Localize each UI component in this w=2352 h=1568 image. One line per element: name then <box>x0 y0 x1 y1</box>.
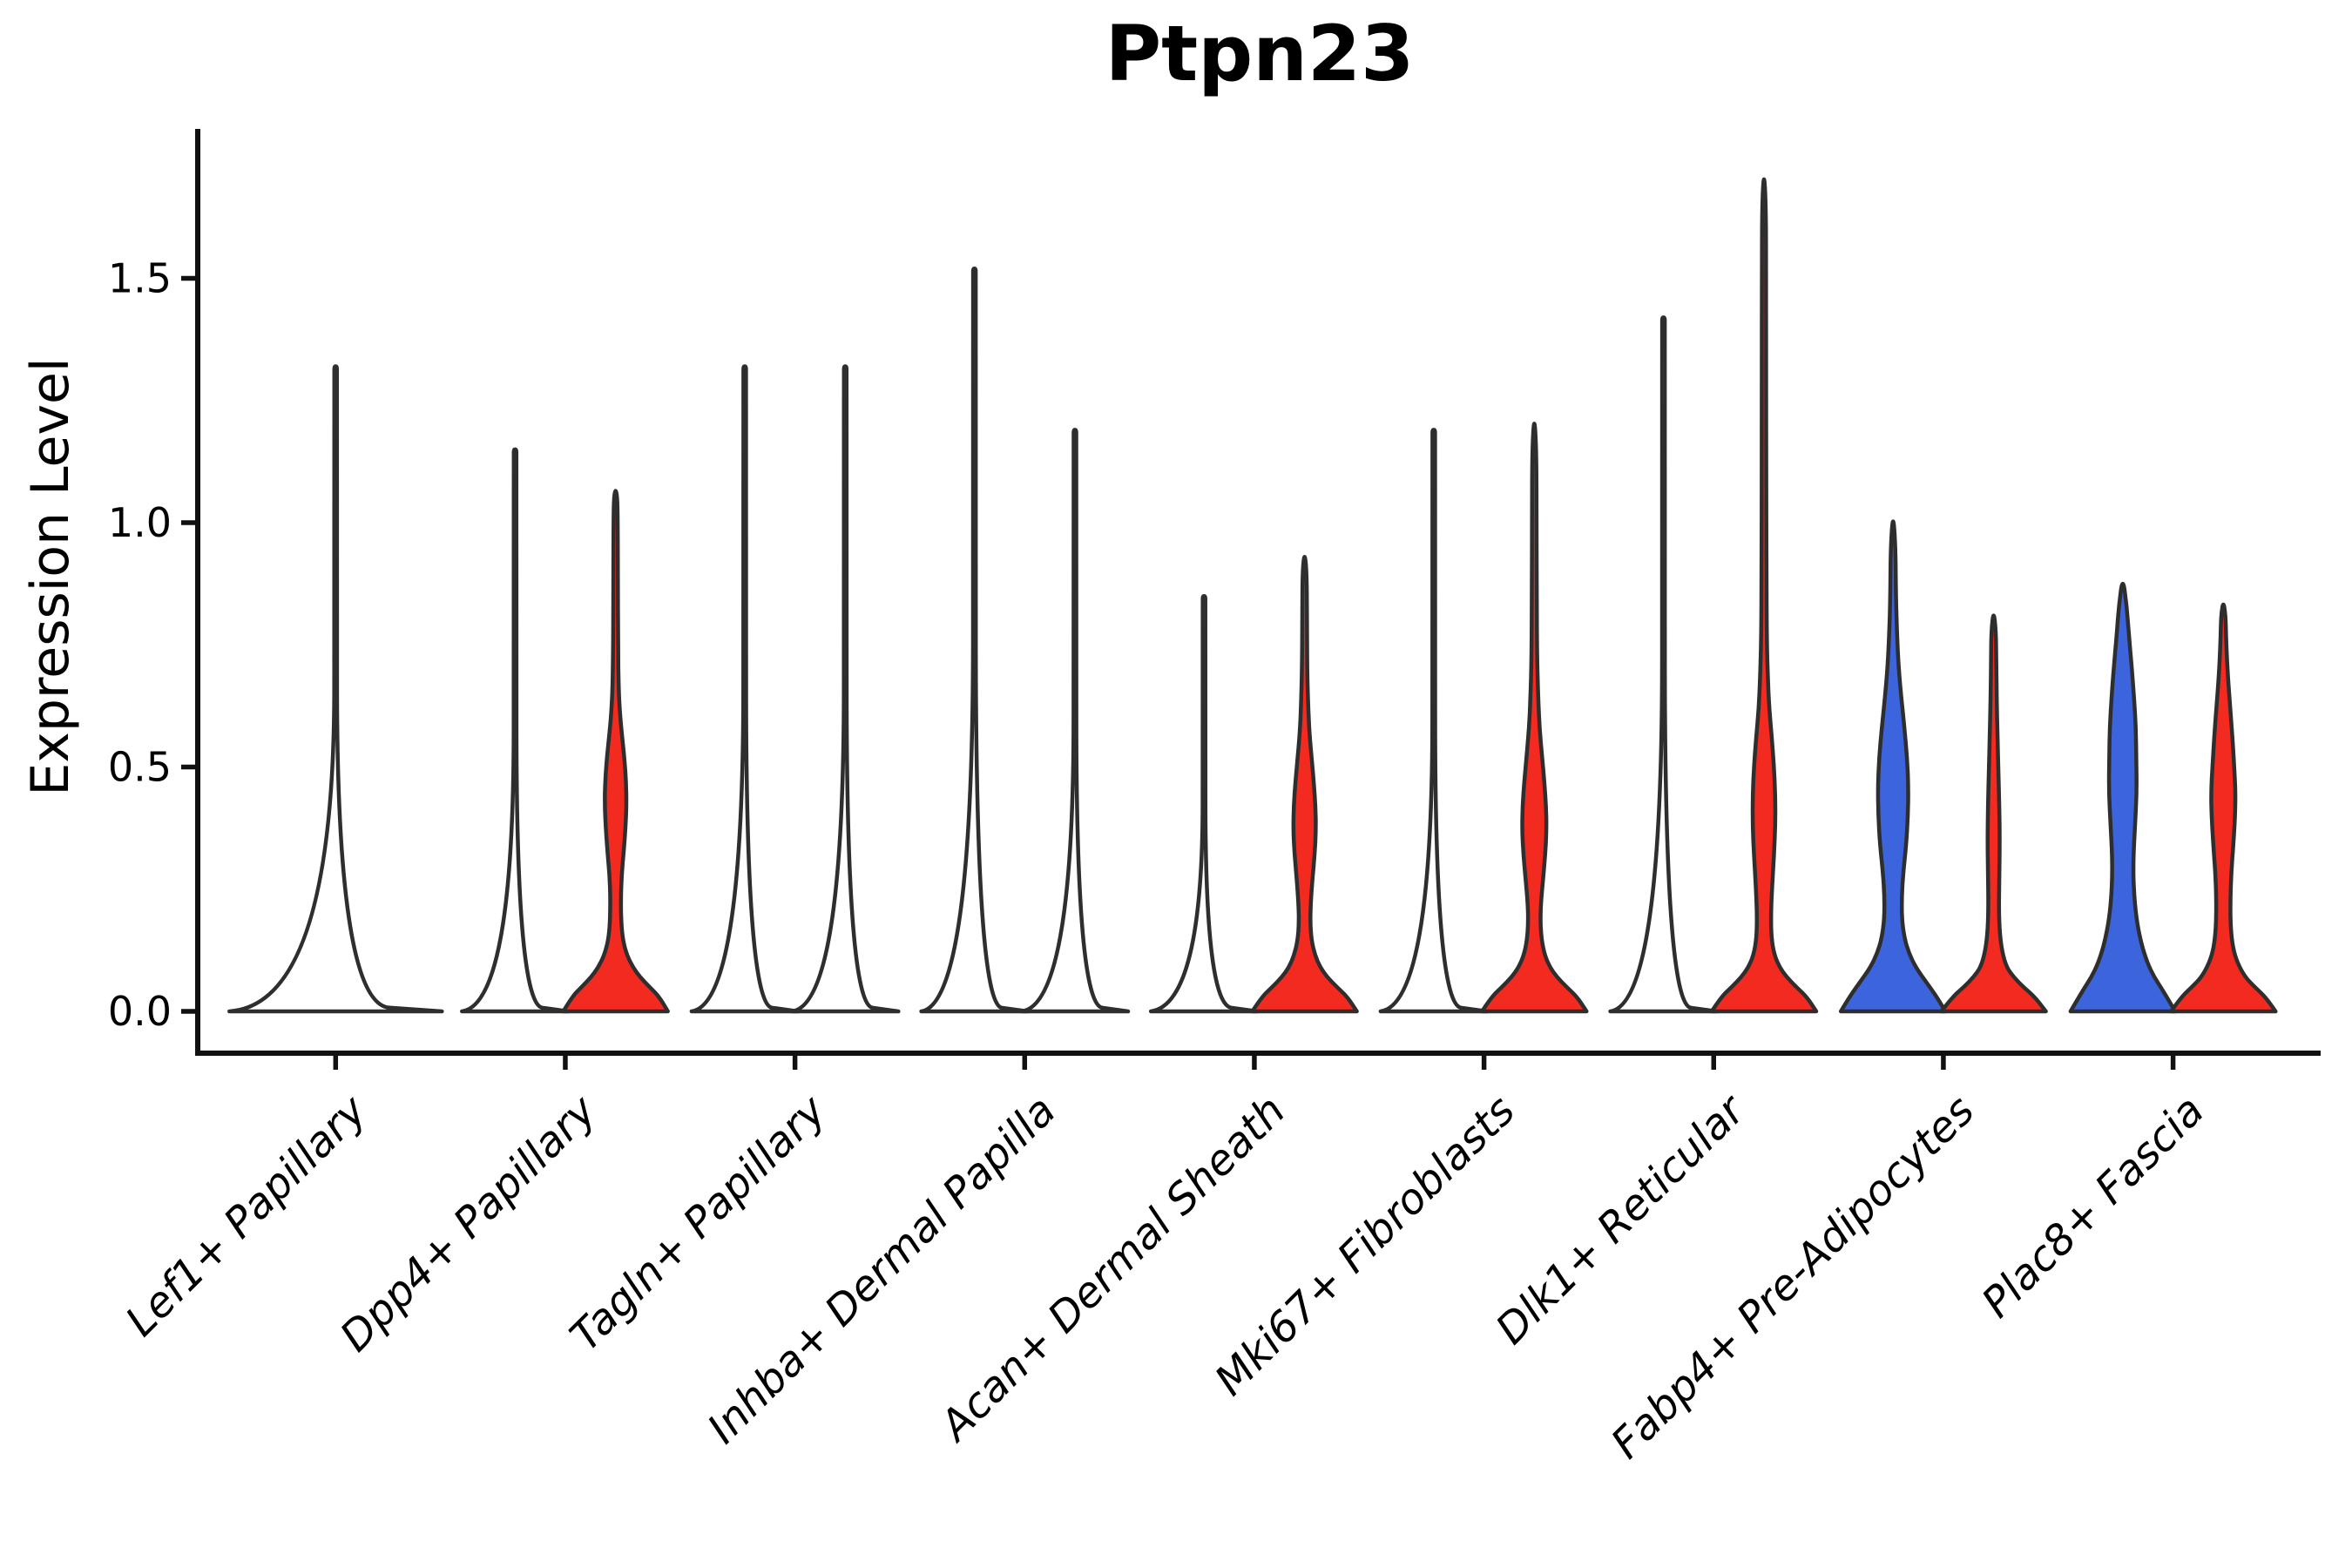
violin-acan-left <box>1148 593 1260 1014</box>
violin-inhba-left <box>919 267 1030 1014</box>
y-tick-label: 0.5 <box>108 744 172 791</box>
violin-mki67-left <box>1378 428 1490 1014</box>
violin-lef1 <box>227 364 444 1014</box>
violin-inhba-right <box>1019 428 1131 1014</box>
violin-fabp4-right <box>1939 613 2048 1014</box>
x-tick-label: Dpp4+ Papillary <box>331 1085 606 1361</box>
violin-dlk1-left <box>1608 315 1719 1014</box>
violin-dpp4-right <box>561 489 670 1014</box>
violin-tagln-right <box>790 364 901 1014</box>
violin-layer <box>227 177 2278 1014</box>
violin-acan-right <box>1250 555 1359 1014</box>
violin-dpp4-left <box>460 447 571 1014</box>
x-tick-label: Lef1+ Papillary <box>117 1085 377 1346</box>
x-tick-label: Fabp4+ Pre-Adipocytes <box>1602 1086 1984 1469</box>
x-tick-label: Plac8+ Fascia <box>1972 1086 2213 1328</box>
plot-title: Ptpn23 <box>1105 9 1415 98</box>
y-tick-label: 1.0 <box>108 499 172 546</box>
x-tick-label: Tagln+ Papillary <box>561 1085 836 1361</box>
violin-plac8-left <box>2068 581 2178 1014</box>
y-tick-label: 1.5 <box>108 255 172 302</box>
violin-plac8-right <box>2169 602 2278 1014</box>
y-axis-label: Expression Level <box>20 357 81 795</box>
violin-tagln-left <box>689 364 801 1014</box>
violin-fabp4-left <box>1838 519 1948 1014</box>
x-tick-label: Dlk1+ Reticular <box>1487 1085 1757 1355</box>
y-tick-label: 0.0 <box>108 988 172 1035</box>
axes-layer <box>181 129 2321 1070</box>
violin-dlk1-right <box>1709 177 1819 1014</box>
violin-mki67-right <box>1480 422 1589 1014</box>
